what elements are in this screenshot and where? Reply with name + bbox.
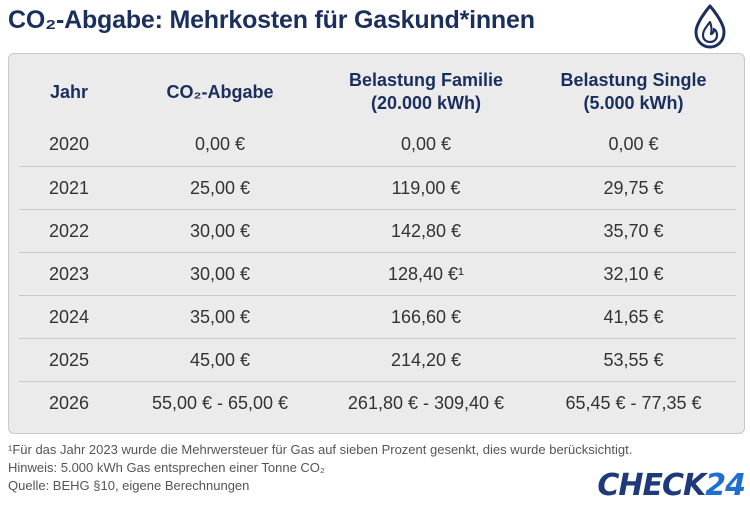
table-row: 2026 55,00 € - 65,00 € 261,80 € - 309,40…	[19, 381, 736, 423]
logo-wordmark: CHECK24	[597, 467, 746, 503]
cell-single: 32,10 €	[603, 263, 664, 284]
cell-family: 0,00 €	[400, 133, 452, 154]
cell-family: 261,80 € - 309,40 €	[347, 392, 505, 413]
cell-single: 35,70 €	[603, 220, 664, 241]
cell-single: 0,00 €	[608, 133, 659, 154]
table-row: 2025 45,00 € 214,20 € 53,55 €	[19, 338, 736, 380]
table-row: 2021 25,00 € 119,00 € 29,75 €	[19, 166, 736, 208]
cell-levy: 45,00 €	[189, 349, 251, 370]
header-levy: CO₂-Abgabe	[166, 81, 274, 102]
header-year: Jahr	[49, 81, 89, 102]
header-single: Belastung Single (5.000 kWh)	[560, 70, 707, 113]
table-row: 2020 0,00 € 0,00 € 0,00 €	[19, 123, 736, 165]
table-row: 2022 30,00 € 142,80 € 35,70 €	[19, 209, 736, 251]
cell-levy: 25,00 €	[189, 177, 251, 198]
footnote-hint: Hinweis: 5.000 kWh Gas entsprechen einer…	[8, 460, 325, 475]
data-table: Jahr CO₂-Abgabe Belastung Familie (20.000…	[8, 53, 745, 434]
page-title: CO₂-Abgabe: Mehrkosten für Gaskund*innen	[8, 6, 535, 34]
cell-levy: 30,00 €	[189, 220, 251, 241]
header-family: Belastung Familie (20.000 kWh)	[348, 70, 504, 113]
cell-single: 29,75 €	[603, 177, 664, 198]
table-header-row: Jahr CO₂-Abgabe Belastung Familie (20.000…	[9, 62, 744, 122]
gas-flame-drop-icon	[694, 4, 726, 49]
footnote-source: Quelle: BEHG §10, eigene Berechnungen	[8, 478, 250, 493]
cell-levy: 30,00 €	[189, 263, 251, 284]
cell-family: 128,40 €¹	[387, 263, 465, 284]
cell-family: 166,60 €	[390, 306, 462, 327]
cell-year: 2025	[48, 349, 90, 370]
cell-single: 41,65 €	[603, 306, 664, 327]
cell-year: 2022	[48, 220, 90, 241]
cell-year: 2026	[48, 392, 90, 413]
cell-year: 2020	[48, 133, 90, 154]
cell-single: 65,45 € - 77,35 €	[565, 392, 702, 413]
cell-family: 119,00 €	[391, 177, 461, 198]
cell-family: 142,80 €	[390, 220, 462, 241]
table-row: 2023 30,00 € 128,40 €¹ 32,10 €	[19, 252, 736, 294]
cell-levy: 55,00 € - 65,00 €	[151, 392, 289, 413]
cell-levy: 0,00 €	[194, 133, 246, 154]
footnote-vat: ¹Für das Jahr 2023 wurde die Mehrwersteu…	[8, 442, 633, 457]
cell-year: 2024	[48, 306, 90, 327]
cell-year: 2023	[48, 263, 90, 284]
cell-levy: 35,00 €	[189, 306, 251, 327]
footnotes: ¹Für das Jahr 2023 wurde die Mehrwersteu…	[8, 441, 632, 495]
table-row: 2024 35,00 € 166,60 € 41,65 €	[19, 295, 736, 337]
cell-family: 214,20 €	[390, 349, 462, 370]
cell-year: 2021	[48, 177, 90, 198]
check24-logo: CHECK24	[580, 466, 746, 504]
cell-single: 53,55 €	[603, 349, 664, 370]
